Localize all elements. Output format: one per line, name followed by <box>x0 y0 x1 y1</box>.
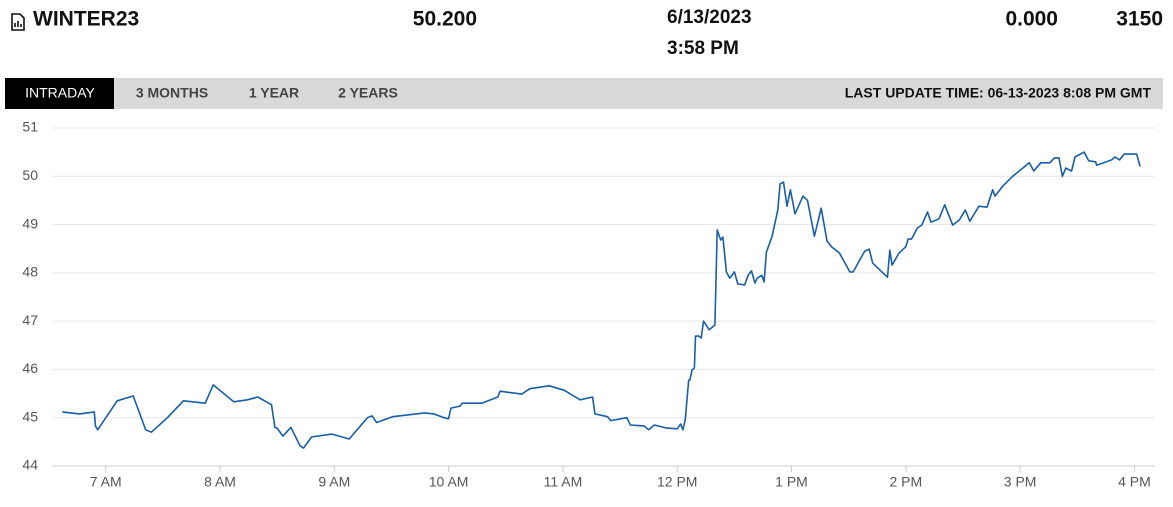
y-tick-label: 48 <box>22 264 38 280</box>
y-tick-label: 51 <box>22 119 38 135</box>
x-tick-label: 10 AM <box>429 474 469 490</box>
volume: 3150 <box>1116 8 1163 31</box>
symbol-icon <box>11 13 25 31</box>
y-tick-label: 45 <box>22 408 38 424</box>
y-tick-label: 44 <box>22 457 38 473</box>
x-tick-label: 9 AM <box>318 474 350 490</box>
chart: 44 45 46 47 48 49 50 51 7 AM 8 AM 9 AM 10 AM 11 AM 12… <box>22 119 1155 490</box>
x-tick-label: 7 AM <box>90 474 122 490</box>
change: 0.000 <box>1005 8 1058 31</box>
tab-bar <box>5 78 1163 109</box>
symbol: WINTER23 <box>33 8 139 31</box>
y-tick-label: 47 <box>22 312 38 328</box>
x-tick-label: 3 PM <box>1004 474 1037 490</box>
y-tick-label: 49 <box>22 215 38 231</box>
x-tick-label: 1 PM <box>775 474 808 490</box>
time: 3:58 PM <box>667 38 739 59</box>
tab[interactable]: INTRADAY <box>25 85 95 101</box>
y-tick-label: 46 <box>22 360 38 376</box>
x-tick-label: 12 PM <box>657 474 697 490</box>
tab[interactable]: 2 YEARS <box>338 85 398 101</box>
price-line <box>62 151 1141 449</box>
x-tick-label: 4 PM <box>1118 474 1151 490</box>
x-tick-label: 11 AM <box>544 474 583 490</box>
active-tab-bg <box>5 78 114 109</box>
y-tick-label: 50 <box>22 167 38 183</box>
date: 6/13/2023 <box>667 7 752 28</box>
price: 50.200 <box>413 8 477 31</box>
last-update: LAST UPDATE TIME: 06-13-2023 8:08 PM GMT <box>845 85 1152 101</box>
x-tick-label: 2 PM <box>889 474 922 490</box>
x-tick-label: 8 AM <box>204 474 236 490</box>
tab[interactable]: 3 MONTHS <box>136 85 208 101</box>
tab[interactable]: 1 YEAR <box>249 85 299 101</box>
